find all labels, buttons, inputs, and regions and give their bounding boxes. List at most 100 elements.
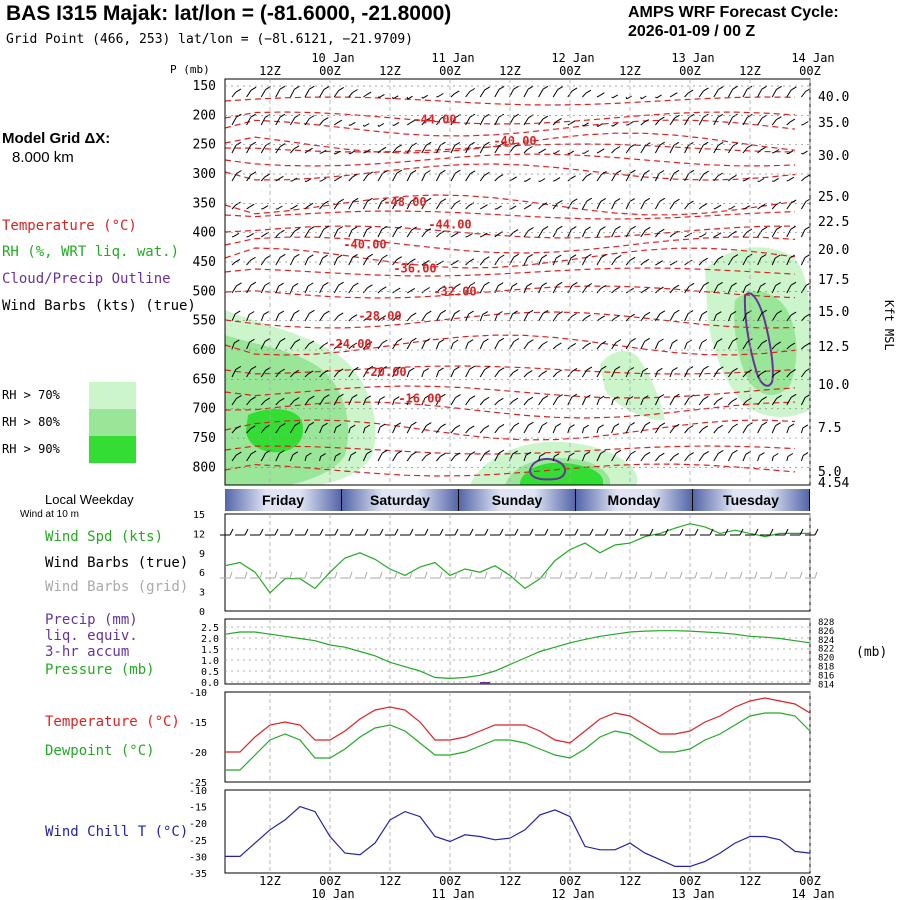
wind-barb: [596, 229, 601, 238]
sfc-wind-barb-true-flag: [379, 528, 384, 536]
wind-barb: [362, 369, 369, 378]
wind-barb-flag: [556, 342, 562, 347]
wind-barb: [713, 369, 719, 378]
wind-barb-flag: [527, 253, 533, 258]
pressure-tick-label: 800: [193, 460, 216, 475]
wind-barb: [435, 144, 441, 154]
sfc-wind-barb-grid-flag: [619, 571, 623, 579]
wind-barb-flag: [278, 397, 285, 402]
temperature-contour-line: [224, 194, 796, 216]
wind-barb-flag: [542, 395, 549, 400]
wind-barb: [333, 229, 339, 238]
wind-barb: [246, 116, 252, 126]
wind-barb-flag: [657, 367, 663, 372]
wind-barb: [771, 119, 777, 126]
wind-barb-flag: [235, 365, 242, 370]
sfc-wind-barb-grid-flag: [664, 571, 668, 579]
wind-barb: [290, 400, 295, 406]
wind-barb-flag: [572, 198, 578, 203]
wind-barb: [304, 257, 309, 266]
wind-barb-flag: [234, 258, 241, 263]
wind-barb-flag: [555, 254, 562, 259]
wind-barb-flag: [539, 452, 546, 457]
wind-barb: [348, 152, 351, 155]
sfc-wind-barb-true-flag: [784, 528, 789, 536]
legend-wind-speed: Wind Spd (kts): [45, 529, 164, 545]
rh-area-sunday-mid: [505, 458, 610, 485]
wind-barb-flag: [614, 286, 620, 291]
wind-barb-flag: [612, 122, 618, 127]
wind-barb-flag: [409, 119, 415, 124]
wind-barb: [406, 173, 412, 182]
sfc-wind-barb-true-flag: [574, 528, 579, 536]
wind-barb: [611, 318, 615, 322]
temperature-contour-label: -44.00: [413, 112, 456, 126]
wind-barb: [319, 89, 325, 98]
wind-barb-flag: [336, 119, 343, 124]
wind-barb: [567, 427, 570, 434]
wind-barb-flag: [700, 233, 707, 237]
wind-barb-flag: [760, 254, 767, 259]
sfc-wind-barb-true-flag: [739, 528, 744, 536]
temperature-contour-line: [224, 445, 796, 455]
wind-barb-flag: [629, 422, 635, 427]
pressure-tick-label: 600: [193, 343, 216, 358]
sfc-wind-barb-grid-flag: [559, 571, 563, 579]
wind-speed-line: [224, 523, 810, 594]
wind-barb-flag: [381, 365, 388, 370]
wind-barb-flag: [380, 315, 387, 320]
wind-barb-flag: [657, 260, 664, 265]
wind-barb: [611, 342, 617, 350]
wind-barb: [611, 229, 616, 238]
wind-barb-flag: [396, 450, 403, 455]
wind-barb-flag: [673, 141, 680, 146]
wind-barb: [304, 88, 310, 98]
wind-barb-flag: [236, 282, 242, 287]
wind-barb: [406, 340, 412, 350]
wind-barb-flag: [527, 309, 534, 314]
wind-barb-flag: [235, 141, 242, 146]
wind-barb: [260, 370, 267, 378]
wind-barb: [450, 455, 456, 462]
wind-barb-flag: [439, 452, 446, 457]
wind-tick-label: 12: [193, 529, 205, 540]
wind-barb: [465, 285, 471, 294]
kft-tick-label: 10.0: [818, 378, 849, 393]
wind-barb-flag: [468, 310, 474, 315]
wind-barb: [538, 151, 542, 154]
wind-barb-flag: [702, 425, 709, 430]
wind-panel-frame: [224, 513, 811, 612]
chill-tick-label: -35: [189, 869, 207, 880]
wind-barb-flag: [688, 169, 695, 174]
wind-barb-flag: [597, 123, 603, 128]
wind-barb: [304, 229, 310, 238]
wind-barb-flag: [292, 282, 299, 287]
model-grid-label: Model Grid ΔX:: [2, 130, 111, 147]
sfc-wind-barb-grid-flag: [799, 571, 803, 579]
wind-barb-flag: [380, 146, 387, 151]
wind-tick-label: 0: [199, 607, 205, 618]
wind-barb-flag: [499, 142, 505, 147]
wind-barb-flag: [233, 232, 240, 237]
wind-barb-flag: [351, 314, 358, 319]
wind-barb: [640, 315, 646, 322]
temperature-contour-line: [224, 385, 796, 399]
wind-barb-flag: [746, 253, 753, 258]
time-tick-bottom: 12Z: [739, 874, 761, 888]
wind-barb: [625, 146, 631, 154]
wind-barb: [698, 144, 704, 154]
wind-barb: [596, 124, 599, 127]
wind-barb: [786, 89, 792, 98]
wind-barb-flag: [731, 230, 737, 235]
wind-barb: [289, 342, 296, 350]
wind-barb: [406, 229, 413, 238]
chill-tick-label: -25: [189, 836, 207, 847]
wind-barb: [611, 173, 617, 182]
sfc-wind-barb-true-flag: [679, 528, 684, 536]
wind-barb-flag: [659, 422, 666, 427]
wind-barb: [801, 152, 803, 155]
wind-barb: [289, 425, 296, 434]
precip-panel-frame: [224, 618, 811, 685]
temperature-contour-line: [224, 311, 796, 329]
rh-swatch-90: [89, 436, 136, 463]
